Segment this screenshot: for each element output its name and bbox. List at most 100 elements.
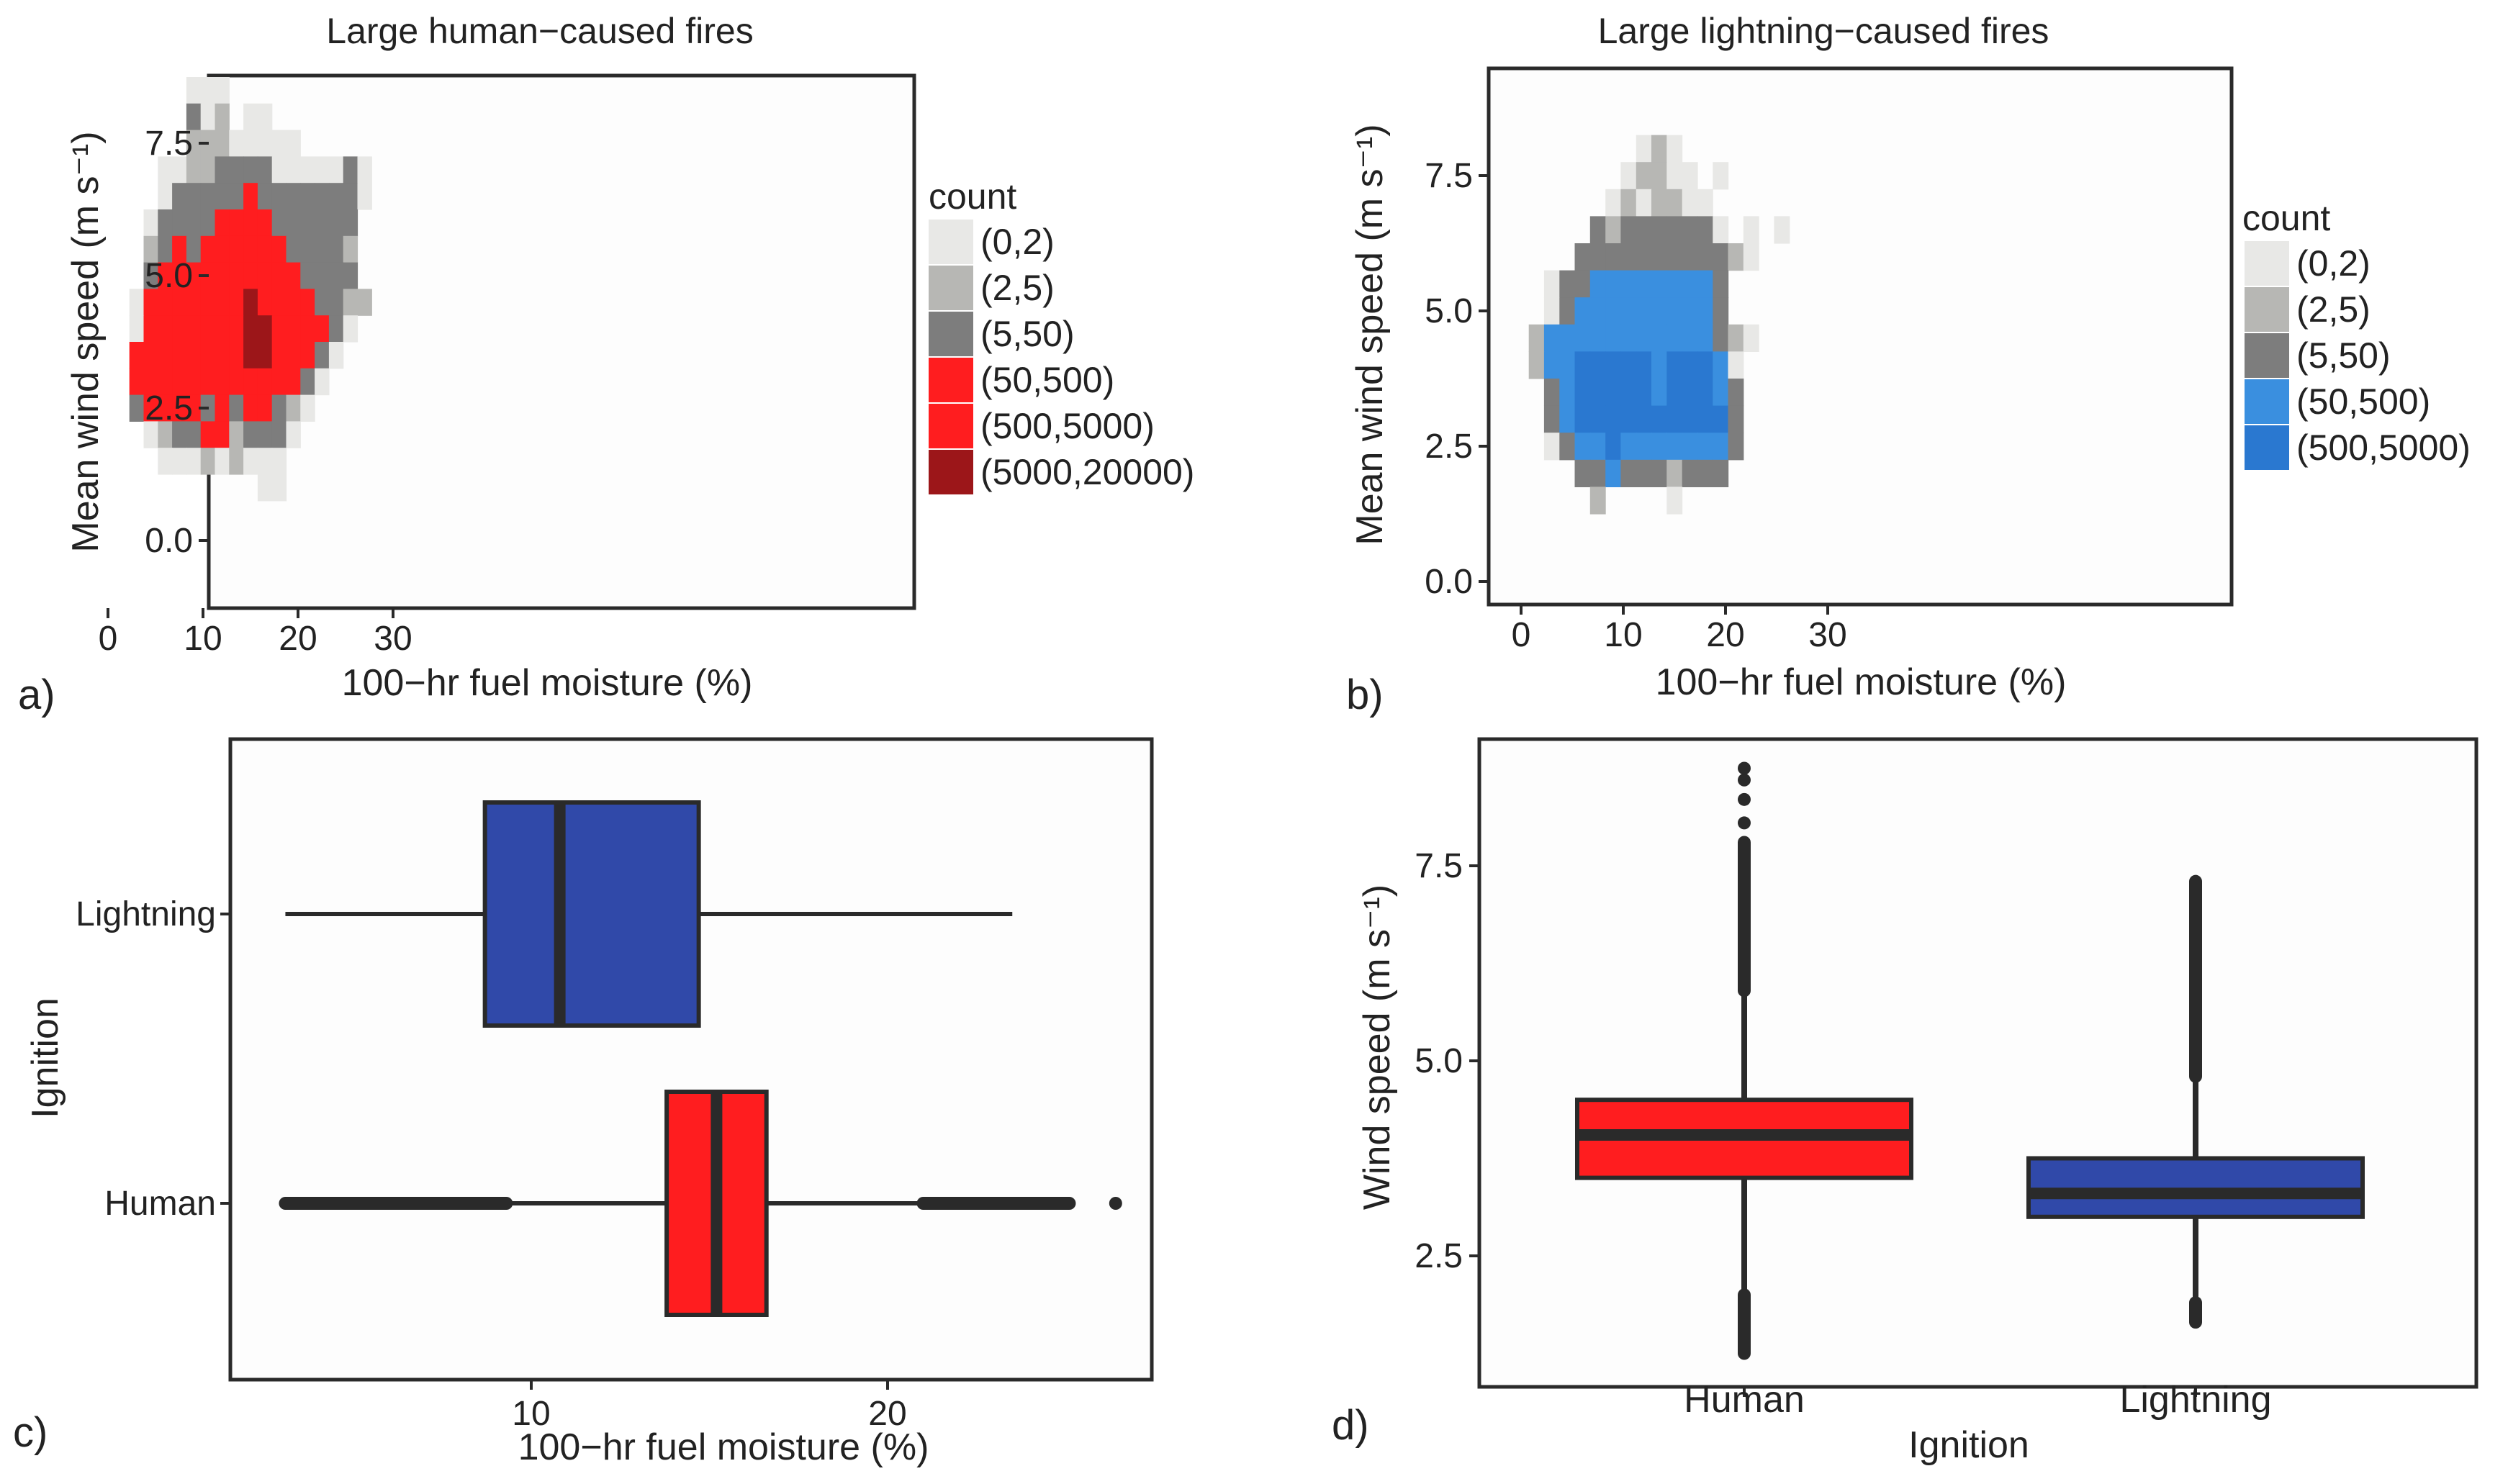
heatmap-cell [229,209,244,237]
heatmap-cell [243,103,258,131]
heatmap-cell [1713,216,1729,244]
legend-swatch [929,404,973,448]
heatmap-cell [343,315,358,343]
heatmap-cell [328,183,344,210]
heatmap-cell [200,421,216,448]
heatmap-cell [172,315,187,343]
heatmap-cell [200,156,216,184]
heatmap-cell [271,156,287,184]
heatmap-cell [243,156,258,184]
heatmap-cell [1636,297,1652,325]
heatmap-cell [186,209,202,237]
panel-d-y-ticks: 2.5 5.0 7.5 [1415,847,1479,1275]
legend-swatch [2245,241,2289,286]
heatmap-cell [143,235,158,263]
heatmap-cell [1528,324,1545,352]
heatmap-cell [158,315,173,343]
heatmap-cell [215,235,230,263]
heatmap-cell [286,368,301,396]
y-tick-label: Lightning [76,895,216,933]
heatmap-cell [1682,433,1698,461]
panel-d-ylabel: Wind speed (m s⁻¹) [1356,884,1398,1210]
heatmap-cell [215,342,230,369]
heatmap-cell [1589,351,1606,379]
heatmap-cell [186,235,202,263]
heatmap-cell [129,315,145,343]
heatmap-cell [1713,351,1729,379]
legend-swatch [2245,333,2289,378]
panel-b-title: Large lightning−caused fires [1598,11,2049,51]
heatmap-cell [229,156,244,184]
heatmap-cell [1666,487,1683,515]
heatmap-cell [257,262,273,289]
legend-label: (2,5) [2296,289,2371,330]
legend-swatch [2245,425,2289,470]
heatmap-cell [1713,433,1729,461]
heatmap-cell [1620,433,1637,461]
legend-label: (0,2) [980,222,1055,262]
heatmap-cell [300,209,315,237]
heatmap-cell [343,235,358,263]
legend-label: (5,50) [980,314,1075,354]
y-tick-label: 5.0 [1425,292,1473,330]
heatmap-cell [1636,135,1652,163]
heatmap-cell [1697,243,1713,271]
heatmap-cell [1697,433,1713,461]
y-tick-label: 0.0 [145,522,193,560]
heatmap-cell [186,315,202,343]
heatmap-cell [1620,243,1637,271]
heatmap-cell [215,289,230,316]
heatmap-cell [158,421,173,448]
heatmap-cell [300,315,315,343]
heatmap-cell [328,315,344,343]
heatmap-cell [229,421,244,448]
heatmap-cell [200,235,216,263]
y-tick-label: 0.0 [1425,563,1473,601]
heatmap-cell [1620,459,1637,487]
heatmap-cell [1574,433,1591,461]
heatmap-cell [1697,379,1713,407]
heatmap-cell [1774,216,1790,244]
heatmap-cell [1682,351,1698,379]
panel-c-ylabel: Ignition [24,997,66,1118]
heatmap-cell [271,209,287,237]
heatmap-cell [1697,459,1713,487]
legend-label: (0,2) [2296,243,2371,284]
heatmap-cell [1728,351,1744,379]
panel-d-x-ticks: Human Lightning [1684,1379,2271,1421]
heatmap-cell [200,368,216,396]
heatmap-cell [1574,379,1591,407]
heatmap-cell [1697,297,1713,325]
heatmap-cell [1574,297,1591,325]
heatmap-cell [1620,189,1637,217]
heatmap-cell [158,183,173,210]
heatmap-cell [286,289,301,316]
heatmap-cell [257,342,273,369]
heatmap-cell [1651,433,1667,461]
heatmap-cell [129,342,145,369]
heatmap-cell [158,448,173,475]
heatmap-cell [257,289,273,316]
heatmap-cell [1636,324,1652,352]
heatmap-cell [328,262,344,289]
heatmap-cell [343,183,358,210]
outlier-point [1738,816,1751,830]
heatmap-cell [200,315,216,343]
heatmap-cell [1589,459,1606,487]
heatmap-cell [1543,270,1560,298]
heatmap-cell [1589,324,1606,352]
heatmap-cell [243,209,258,237]
heatmap-cell [1651,405,1667,433]
heatmap-cell [1713,243,1729,271]
panel-a: Large human−caused fires 0 10 20 30 0.0 2.5 5… [18,11,1194,718]
heatmap-cell [1651,459,1667,487]
x-tick-label: 20 [1706,616,1744,654]
heatmap-cell [286,342,301,369]
heatmap-cell [1605,459,1622,487]
heatmap-cell [328,342,344,369]
y-tick-label: 5.0 [1415,1042,1463,1080]
heatmap-cell [172,421,187,448]
legend-swatch [929,266,973,310]
heatmap-cell [1636,459,1652,487]
heatmap-cell [1682,297,1698,325]
